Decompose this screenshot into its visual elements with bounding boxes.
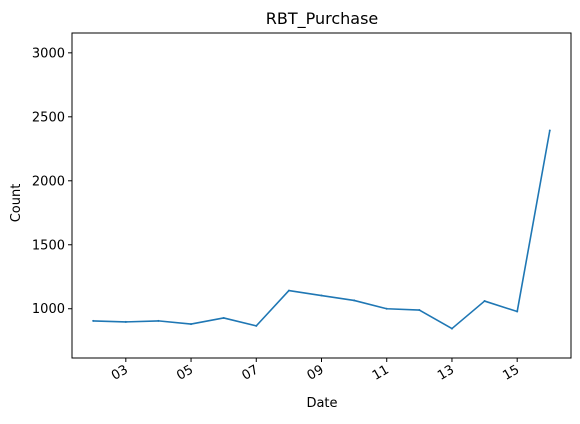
data-point bbox=[222, 316, 225, 319]
x-tick-label: 03 bbox=[109, 362, 131, 383]
data-point bbox=[450, 327, 453, 330]
x-tick-label: 05 bbox=[174, 362, 196, 383]
data-point bbox=[124, 320, 127, 323]
data-point bbox=[287, 289, 290, 292]
series-line-0 bbox=[93, 130, 551, 330]
y-tick-label: 1500 bbox=[32, 238, 65, 253]
x-tick-label: 07 bbox=[239, 362, 261, 383]
data-point bbox=[255, 324, 258, 327]
data-point bbox=[418, 309, 421, 312]
data-point bbox=[320, 294, 323, 297]
data-point bbox=[157, 319, 160, 322]
data-point bbox=[92, 319, 95, 322]
y-tick-label: 2500 bbox=[32, 110, 65, 125]
y-tick-label: 3000 bbox=[32, 46, 65, 61]
x-tick-label: 13 bbox=[435, 362, 457, 383]
axis-ticks: 1000 1500 2000 2500 3000 03 05 07 09 11 13 15 bbox=[32, 46, 522, 383]
y-tick-label: 2000 bbox=[32, 174, 65, 189]
data-point bbox=[385, 307, 388, 310]
y-tick-label: 1000 bbox=[32, 302, 65, 317]
data-point bbox=[516, 310, 519, 313]
chart-title: RBT_Purchase bbox=[266, 9, 379, 29]
data-point bbox=[483, 300, 486, 303]
x-tick-label: 11 bbox=[370, 362, 392, 383]
data-point bbox=[353, 299, 356, 302]
plot-area bbox=[92, 129, 551, 330]
x-tick-label: 09 bbox=[305, 362, 327, 383]
plot-frame bbox=[71, 32, 572, 359]
y-axis-label: Count bbox=[9, 184, 24, 223]
data-point bbox=[548, 129, 551, 132]
data-point bbox=[190, 323, 193, 326]
x-tick-label: 15 bbox=[500, 362, 522, 383]
x-axis-label: Date bbox=[306, 396, 337, 411]
